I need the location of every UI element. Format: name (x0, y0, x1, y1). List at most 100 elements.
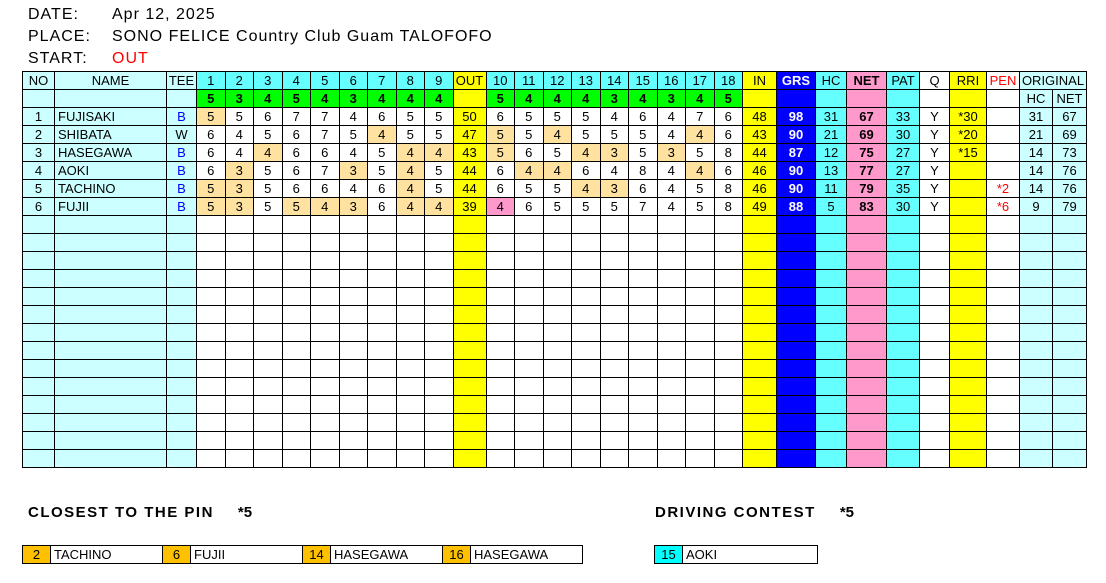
q-cell: Y (919, 143, 950, 162)
score-cell: 3 (224, 197, 254, 216)
tee-cell: B (166, 143, 197, 162)
empty-cell (424, 269, 454, 288)
empty-cell (815, 269, 847, 288)
empty-cell (338, 305, 368, 324)
empty-cell (656, 287, 686, 306)
empty-cell (776, 377, 816, 396)
empty-cell (685, 323, 715, 342)
par-cell: 4 (310, 89, 340, 108)
empty-cell (742, 305, 777, 324)
net-cell: 79 (846, 179, 887, 198)
player-name-cell: HASEGAWA (54, 143, 167, 162)
empty-cell (338, 449, 368, 468)
net-cell: 75 (846, 143, 887, 162)
empty-cell (949, 305, 987, 324)
empty-cell (571, 377, 601, 396)
empty-cell (919, 215, 950, 234)
empty-cell (886, 359, 920, 378)
col-header-rri: RRI (949, 71, 987, 90)
empty-cell (424, 449, 454, 468)
empty-cell (196, 341, 226, 360)
empty-cell (367, 251, 397, 270)
score-cell: 7 (310, 161, 340, 180)
empty-cell (886, 233, 920, 252)
empty-cell (1052, 341, 1087, 360)
empty-cell (656, 359, 686, 378)
empty-cell (571, 359, 601, 378)
score-cell: 8 (713, 197, 743, 216)
empty-cell (846, 323, 887, 342)
empty-cell (54, 359, 167, 378)
empty-cell (253, 449, 283, 468)
empty-cell (253, 413, 283, 432)
empty-cell (542, 215, 572, 234)
empty-cell (656, 431, 686, 450)
empty-cell (54, 431, 167, 450)
empty-cell (310, 449, 340, 468)
original-hc-cell: 14 (1019, 143, 1053, 162)
empty-cell (22, 395, 55, 414)
empty-cell (338, 431, 368, 450)
empty-cell (713, 233, 743, 252)
empty-cell (542, 269, 572, 288)
empty-cell (949, 287, 987, 306)
score-cell: 4 (656, 179, 686, 198)
empty-cell (776, 233, 816, 252)
empty-cell (424, 233, 454, 252)
score-cell: 6 (514, 197, 544, 216)
empty-cell (656, 377, 686, 396)
empty-cell (281, 431, 311, 450)
empty-cell (919, 323, 950, 342)
empty-cell (713, 359, 743, 378)
score-cell: 5 (685, 179, 715, 198)
score-cell: 5 (424, 125, 454, 144)
empty-cell (367, 377, 397, 396)
score-cell: 4 (599, 161, 629, 180)
empty-cell (424, 395, 454, 414)
empty-cell (310, 305, 340, 324)
col-header-out: OUT (452, 71, 487, 90)
empty-cell (815, 341, 847, 360)
empty-cell (685, 305, 715, 324)
empty-cell (485, 323, 515, 342)
empty-cell (628, 287, 658, 306)
q-cell: Y (919, 125, 950, 144)
score-cell: 4 (656, 107, 686, 126)
empty-cell (1052, 359, 1087, 378)
gross-cell: 90 (776, 179, 816, 198)
empty-cell (54, 305, 167, 324)
blank-cell (815, 89, 847, 108)
empty-cell (776, 341, 816, 360)
empty-cell (815, 359, 847, 378)
score-cell: 6 (281, 179, 311, 198)
score-cell: 4 (571, 143, 601, 162)
empty-cell (713, 215, 743, 234)
pen-cell: *6 (986, 197, 1020, 216)
col-header-tee: TEE (166, 71, 197, 90)
score-cell: 5 (571, 125, 601, 144)
score-cell: 8 (713, 179, 743, 198)
empty-cell (1019, 287, 1053, 306)
empty-cell (599, 305, 629, 324)
empty-cell (542, 449, 572, 468)
empty-cell (452, 251, 487, 270)
empty-cell (166, 395, 197, 414)
blank-cell (22, 89, 55, 108)
empty-cell (485, 287, 515, 306)
empty-cell (776, 323, 816, 342)
empty-cell (253, 431, 283, 450)
empty-cell (949, 395, 987, 414)
empty-cell (395, 395, 425, 414)
score-cell: 4 (338, 107, 368, 126)
empty-cell (919, 341, 950, 360)
empty-cell (22, 341, 55, 360)
score-cell: 4 (599, 107, 629, 126)
in-total-cell: 46 (742, 161, 777, 180)
col-header-orig-net: NET (1052, 89, 1087, 108)
empty-cell (338, 359, 368, 378)
empty-cell (776, 269, 816, 288)
empty-cell (224, 395, 254, 414)
empty-cell (886, 251, 920, 270)
score-cell: 5 (542, 179, 572, 198)
empty-cell (599, 323, 629, 342)
